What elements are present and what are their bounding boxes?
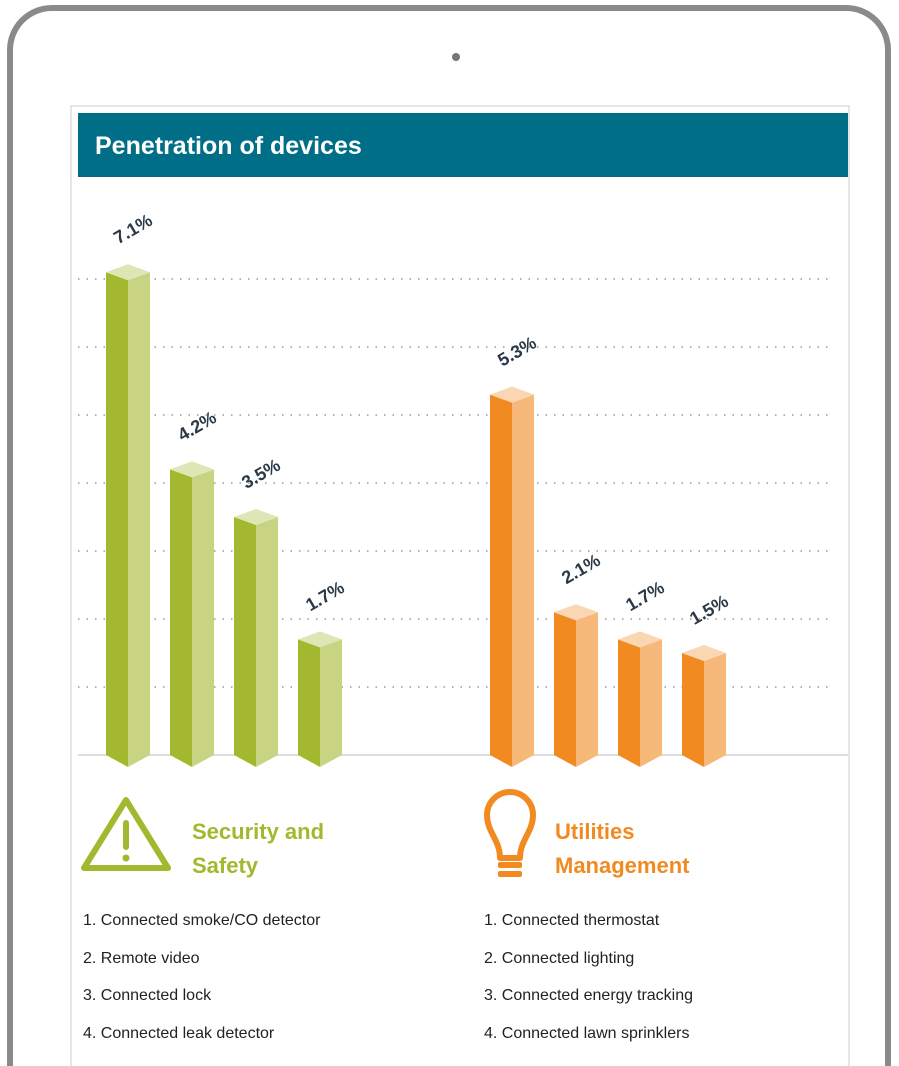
- bar: [554, 604, 598, 767]
- bulb-base: [498, 871, 522, 877]
- bar-face-right: [704, 653, 726, 767]
- bar-face-right: [512, 395, 534, 767]
- bar: [682, 645, 726, 767]
- bar-face-left: [298, 639, 320, 767]
- bar-face-left: [170, 469, 192, 767]
- bar: [106, 264, 150, 767]
- bar-face-left: [490, 395, 512, 767]
- bar-face-right: [256, 517, 278, 767]
- list-item: 3. Connected lock: [83, 987, 211, 1005]
- list-item: 1. Connected thermostat: [484, 912, 659, 930]
- bar: [618, 631, 662, 767]
- bar: [298, 631, 342, 767]
- list-item: 4. Connected leak detector: [83, 1025, 274, 1043]
- warning-dot: [123, 855, 130, 862]
- list-item: 4. Connected lawn sprinklers: [484, 1025, 689, 1043]
- camera: [452, 53, 460, 61]
- bar-face-left: [234, 517, 256, 767]
- list-item: 2. Remote video: [83, 950, 200, 968]
- group-title: Security and Safety: [192, 815, 342, 883]
- chart-title: Penetration of devices: [95, 132, 362, 161]
- bar-face-right: [640, 639, 662, 767]
- bar-face-right: [576, 612, 598, 767]
- list-item: 1. Connected smoke/CO detector: [83, 912, 320, 930]
- bar-face-left: [554, 612, 576, 767]
- bulb-base: [498, 862, 522, 868]
- bar-face-right: [128, 272, 150, 767]
- page: 7.1%4.2%3.5%1.7%5.3%2.1%1.7%1.5% Penetra…: [0, 0, 899, 1066]
- list-item: 2. Connected lighting: [484, 950, 634, 968]
- bar: [170, 461, 214, 767]
- bar-face-left: [618, 639, 640, 767]
- group-title: Utilities Management: [555, 815, 745, 883]
- bar-face-right: [192, 469, 214, 767]
- bar: [234, 509, 278, 767]
- bar-face-right: [320, 639, 342, 767]
- list-item: 3. Connected energy tracking: [484, 987, 693, 1005]
- bar: [490, 387, 534, 767]
- bar-face-left: [682, 653, 704, 767]
- bar-face-left: [106, 272, 128, 767]
